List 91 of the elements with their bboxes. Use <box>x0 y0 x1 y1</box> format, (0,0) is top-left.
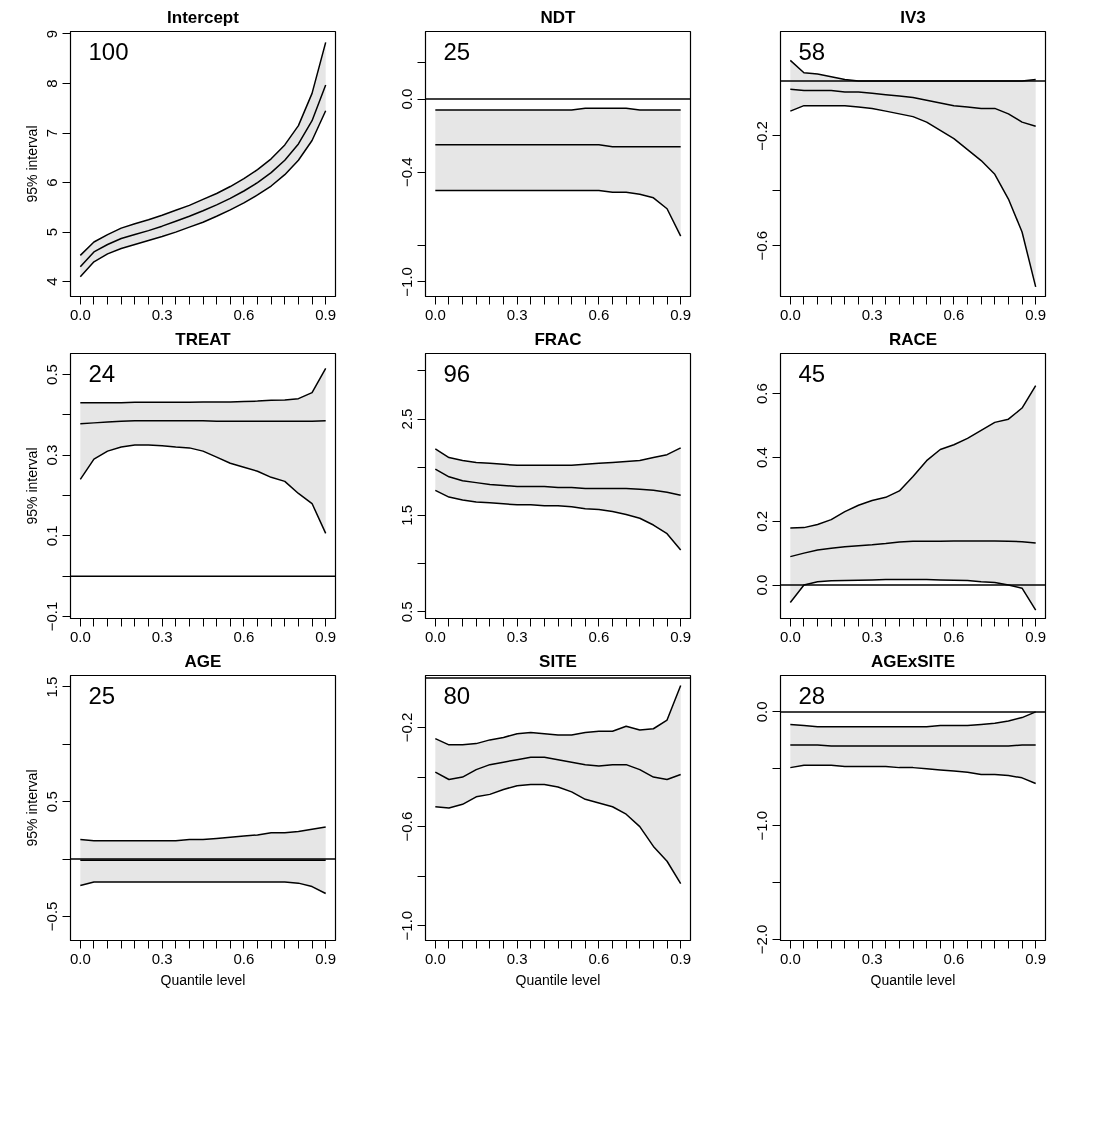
y-tick-label: 0.5 <box>43 791 61 813</box>
chart-title: SITE <box>539 651 577 671</box>
y-tick-label: 1.5 <box>43 676 61 698</box>
x-tick-label: 0.0 <box>69 305 91 323</box>
y-tick-label: −2.0 <box>753 924 771 955</box>
x-tick-label: 0.9 <box>1025 949 1047 967</box>
x-tick-label: 0.6 <box>233 949 255 967</box>
chart-title: Intercept <box>167 7 240 27</box>
chart-title: NDT <box>540 7 577 27</box>
y-axis-title: 95% interval <box>23 447 40 525</box>
y-tick-label: 0.6 <box>753 383 771 405</box>
y-tick-label: −0.1 <box>43 601 61 632</box>
x-axis-title: Quantile level <box>515 971 601 988</box>
y-tick-label: 5 <box>43 227 61 237</box>
annotation: 25 <box>443 37 471 65</box>
x-tick-label: 0.0 <box>779 949 801 967</box>
y-tick-label: −0.5 <box>43 901 61 932</box>
y-tick-label: −0.6 <box>398 811 416 842</box>
x-tick-label: 0.9 <box>315 305 337 323</box>
annotation: 100 <box>88 37 129 65</box>
x-tick-label: 0.3 <box>151 305 173 323</box>
y-tick-label: 0.3 <box>43 444 61 466</box>
x-tick-label: 0.9 <box>670 627 692 645</box>
x-tick-label: 0.3 <box>506 949 528 967</box>
y-tick-label: 6 <box>43 178 61 187</box>
y-tick-label: 0.5 <box>398 601 416 623</box>
x-tick-label: 0.6 <box>943 305 965 323</box>
x-tick-label: 0.0 <box>69 627 91 645</box>
y-tick-label: 9 <box>43 29 61 39</box>
x-tick-label: 0.9 <box>670 305 692 323</box>
x-axis-title: Quantile level <box>870 971 956 988</box>
y-tick-label: 2.5 <box>398 408 416 430</box>
annotation: 25 <box>88 681 116 709</box>
x-tick-label: 0.6 <box>943 949 965 967</box>
x-axis-title: Quantile level <box>160 971 246 988</box>
y-tick-label: 7 <box>43 128 61 138</box>
x-tick-label: 0.0 <box>779 627 801 645</box>
x-tick-label: 0.3 <box>151 949 173 967</box>
y-tick-label: −0.2 <box>398 712 416 743</box>
chart-title: FRAC <box>534 329 582 349</box>
x-tick-label: 0.6 <box>588 627 610 645</box>
chart-title: RACE <box>888 329 938 349</box>
x-tick-label: 0.3 <box>151 627 173 645</box>
x-tick-label: 0.0 <box>69 949 91 967</box>
chart-title: AGE <box>184 651 222 671</box>
y-tick-label: 0.0 <box>753 701 771 723</box>
x-tick-label: 0.0 <box>424 627 446 645</box>
x-tick-label: 0.9 <box>315 627 337 645</box>
y-tick-label: −0.6 <box>753 230 771 261</box>
y-axis-title: 95% interval <box>23 125 40 203</box>
y-tick-label: −1.0 <box>753 810 771 841</box>
x-tick-label: 0.9 <box>1025 627 1047 645</box>
x-tick-label: 0.3 <box>861 949 883 967</box>
x-tick-label: 0.3 <box>861 627 883 645</box>
y-tick-label: −1.0 <box>398 910 416 941</box>
y-tick-label: −0.4 <box>398 157 416 188</box>
annotation: 24 <box>88 359 116 387</box>
y-tick-label: 0.4 <box>753 447 771 468</box>
x-tick-label: 0.6 <box>943 627 965 645</box>
y-tick-label: 0.2 <box>753 510 771 532</box>
annotation: 80 <box>443 681 471 709</box>
x-tick-label: 0.6 <box>233 305 255 323</box>
x-tick-label: 0.0 <box>424 305 446 323</box>
y-tick-label: 8 <box>43 79 61 88</box>
y-tick-label: 0.1 <box>43 525 61 547</box>
x-tick-label: 0.9 <box>670 949 692 967</box>
x-tick-label: 0.6 <box>588 305 610 323</box>
x-tick-label: 0.9 <box>315 949 337 967</box>
y-tick-label: −1.0 <box>398 267 416 297</box>
x-tick-label: 0.6 <box>233 627 255 645</box>
x-tick-label: 0.3 <box>861 305 883 323</box>
x-tick-label: 0.3 <box>506 305 528 323</box>
x-tick-label: 0.3 <box>506 627 528 645</box>
y-tick-label: 4 <box>43 277 61 286</box>
y-tick-label: 0.0 <box>398 88 416 110</box>
x-tick-label: 0.6 <box>588 949 610 967</box>
y-tick-label: 0.5 <box>43 364 61 385</box>
annotation: 45 <box>798 359 826 387</box>
chart-title: AGExSITE <box>870 651 956 671</box>
annotation: 28 <box>798 681 826 709</box>
y-tick-label: 1.5 <box>398 504 416 526</box>
annotation: 58 <box>798 37 826 65</box>
chart-title: TREAT <box>175 329 232 349</box>
x-tick-label: 0.0 <box>424 949 446 967</box>
y-axis-title: 95% interval <box>23 769 40 847</box>
chart-title: IV3 <box>900 7 926 27</box>
x-tick-label: 0.0 <box>779 305 801 323</box>
annotation: 96 <box>443 359 471 387</box>
x-tick-label: 0.9 <box>1025 305 1047 323</box>
y-tick-label: 0.0 <box>753 574 771 596</box>
y-tick-label: −0.2 <box>753 121 771 151</box>
